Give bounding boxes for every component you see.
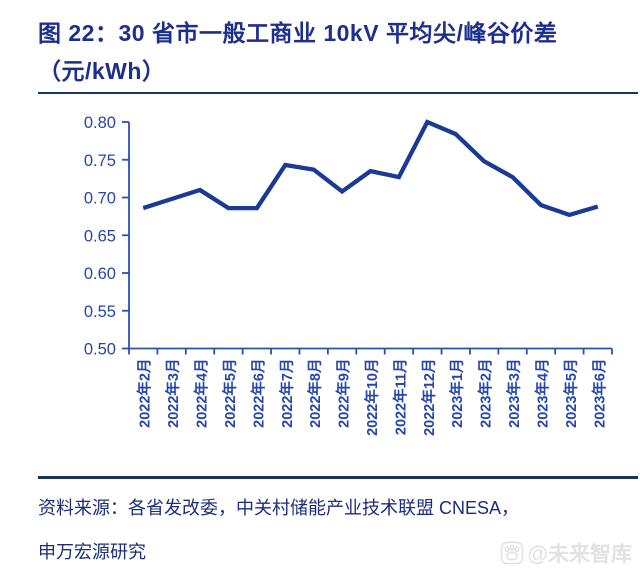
y-tick-label: 0.50	[84, 341, 116, 359]
footer-divider	[38, 476, 638, 479]
x-tick-label: 2022年6月	[249, 359, 267, 428]
x-tick-label: 2022年10月	[363, 359, 381, 436]
x-tick-label: 2022年4月	[193, 359, 211, 428]
y-tick-label: 0.75	[84, 152, 116, 170]
x-tick-label: 2022年11月	[391, 359, 409, 436]
data-line-series	[142, 119, 599, 218]
x-tick-label: 2023年5月	[562, 359, 580, 428]
x-tick-label: 2022年3月	[164, 359, 182, 428]
x-tick-label: 2022年12月	[420, 359, 438, 436]
x-tick-label: 2023年4月	[533, 359, 551, 428]
figure-title-line2: （元/kWh）	[38, 58, 166, 84]
figure-title-line1: 图 22：30 省市一般工商业 10kV 平均尖/峰谷价差	[38, 20, 558, 46]
axis-lines	[128, 122, 612, 350]
x-tick-label: 2022年7月	[278, 359, 296, 428]
x-tick-label: 2023年2月	[477, 359, 495, 428]
x-tick-label: 2022年5月	[221, 359, 239, 428]
watermark-text: @未来智库	[527, 543, 632, 566]
x-tick-label: 2022年2月	[136, 359, 154, 428]
x-tick-label: 2022年9月	[335, 359, 353, 428]
x-tick-label: 2022年8月	[306, 359, 324, 428]
figure-title: 图 22：30 省市一般工商业 10kV 平均尖/峰谷价差 （元/kWh）	[38, 14, 624, 90]
x-tick-label: 2023年1月	[448, 359, 466, 428]
y-tick-label: 0.60	[84, 265, 116, 283]
paw-icon	[500, 541, 524, 565]
y-tick-label: 0.70	[84, 190, 116, 208]
x-tick-label: 2023年6月	[590, 359, 608, 428]
y-tick-label: 0.65	[84, 227, 116, 245]
watermark: @未来智库	[500, 538, 632, 568]
x-tick-label: 2023年3月	[505, 359, 523, 428]
title-divider	[38, 92, 638, 94]
source-note: 资料来源：各省发改委，中关村储能产业技术联盟 CNESA， 申万宏源研究	[38, 486, 624, 574]
source-note-line1: 资料来源：各省发改委，中关村储能产业技术联盟 CNESA，	[38, 498, 520, 518]
source-note-line2: 申万宏源研究	[38, 542, 146, 562]
y-tick-label: 0.55	[84, 303, 116, 321]
y-tick-label: 0.80	[84, 114, 116, 132]
